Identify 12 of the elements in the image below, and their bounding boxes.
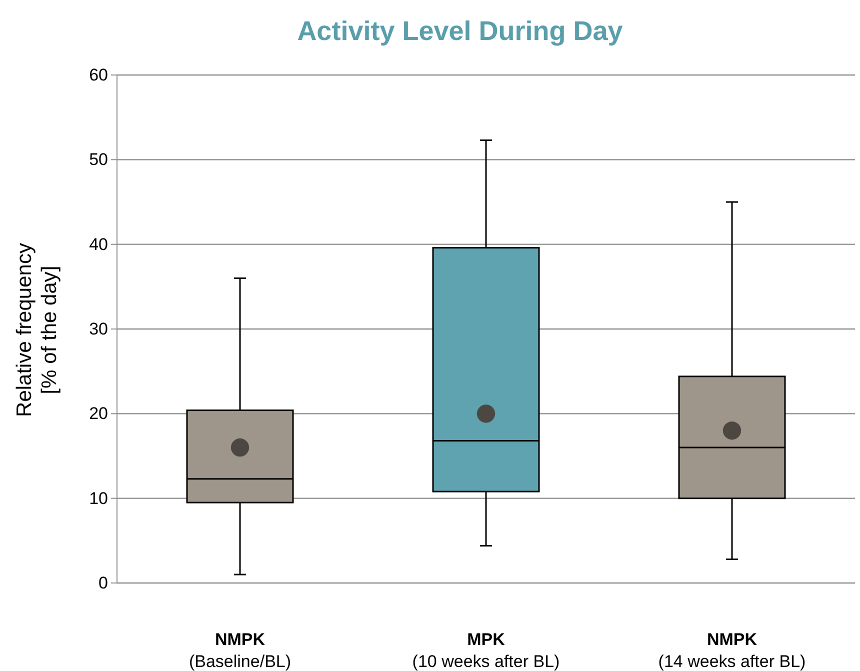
chart-title: Activity Level During Day [297, 16, 623, 46]
y-tick-label: 10 [89, 488, 108, 508]
y-tick-label: 20 [89, 404, 108, 424]
y-tick-label: 50 [89, 150, 108, 170]
y-axis-title: Relative frequency [% of the day] [13, 242, 61, 417]
y-tick-label: 40 [89, 234, 108, 254]
y-tick-label: 0 [98, 573, 108, 592]
y-tick-label: 60 [89, 65, 108, 84]
x-tick-label: NMPK (Baseline/BL) [188, 630, 292, 671]
x-tick-label: NMPK (14 weeks after BL) [658, 630, 806, 671]
x-tick-label: MPK (10 weeks after BL) [412, 630, 560, 671]
y-tick-label: 30 [89, 319, 108, 338]
